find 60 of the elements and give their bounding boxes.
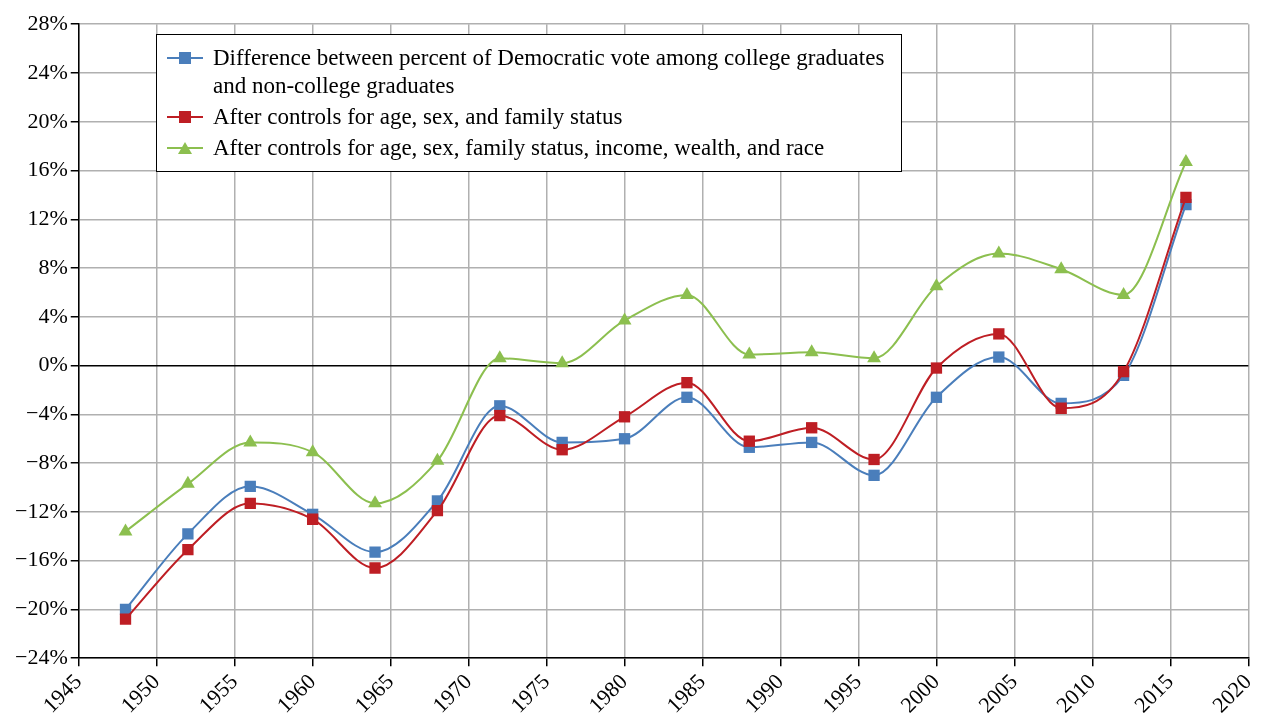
point [555, 355, 570, 368]
y-tick-label: −16% [15, 546, 68, 572]
point [867, 350, 881, 363]
y-tick-label: −8% [26, 448, 68, 474]
y-tick-label: −4% [26, 400, 68, 426]
point [556, 444, 568, 456]
point [1055, 402, 1067, 414]
point [743, 435, 755, 447]
point [368, 495, 382, 508]
point [868, 469, 880, 481]
point [1054, 261, 1069, 274]
point [617, 312, 632, 325]
point [806, 436, 818, 449]
legend-label: Difference between percent of Democratic vote among college graduates and non-college graduates [213, 44, 886, 100]
point [182, 544, 194, 556]
point [1180, 191, 1192, 203]
point [993, 328, 1005, 340]
point [681, 377, 693, 389]
y-tick-label: −20% [15, 595, 68, 621]
point [1179, 153, 1193, 166]
y-tick-label: 20% [27, 107, 68, 133]
point [681, 391, 693, 403]
point [618, 433, 631, 445]
y-tick-label: 16% [27, 156, 68, 182]
point [369, 562, 381, 574]
point [930, 362, 943, 374]
y-tick-label: 8% [38, 253, 68, 279]
point [1116, 286, 1131, 299]
point [119, 613, 132, 625]
point [182, 528, 194, 540]
point [806, 422, 818, 434]
y-tick-label: 0% [38, 351, 68, 377]
point [118, 523, 133, 536]
point [431, 505, 444, 517]
point [369, 546, 381, 558]
point [804, 344, 819, 357]
point [868, 453, 880, 466]
point [991, 245, 1006, 258]
y-tick-label: 4% [38, 302, 68, 328]
y-tick-label: −24% [15, 644, 68, 669]
point [929, 278, 944, 291]
legend-label: After controls for age, sex, and family status [213, 103, 623, 131]
point [492, 350, 507, 363]
point [993, 351, 1005, 363]
point [680, 286, 694, 299]
point [494, 409, 506, 422]
point [244, 497, 256, 510]
point [305, 444, 320, 457]
y-tick-label: 24% [27, 58, 68, 84]
y-tick-label: 28% [27, 9, 68, 35]
point [243, 434, 258, 447]
point [430, 452, 445, 465]
point [307, 513, 319, 525]
point [244, 480, 256, 492]
point [930, 391, 943, 403]
point [618, 411, 631, 423]
legend-label: After controls for age, sex, family status, income, wealth, and race [213, 134, 825, 162]
y-tick-label: −12% [15, 497, 68, 523]
y-tick-label: 12% [27, 205, 68, 231]
point [742, 346, 757, 359]
